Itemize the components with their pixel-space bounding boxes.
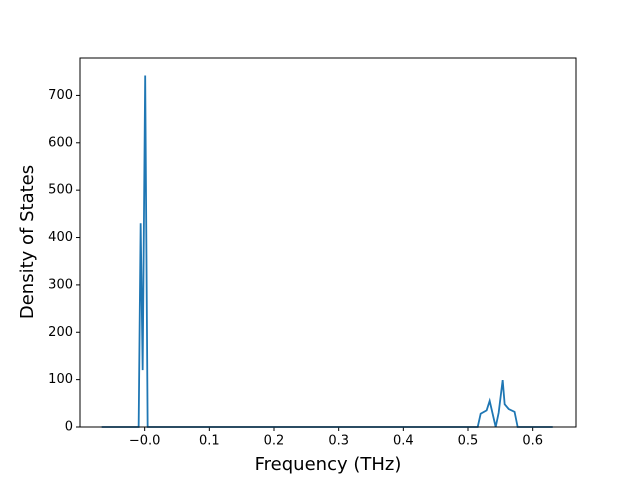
y-tick-label: 300 <box>48 277 73 292</box>
y-axis-label: Density of States <box>17 165 38 319</box>
y-tick-label: 100 <box>48 372 73 387</box>
y-tick-label: 0 <box>65 420 73 435</box>
line-series <box>101 75 553 428</box>
y-tick-label: 500 <box>48 183 73 198</box>
y-tick-label: 400 <box>48 230 73 245</box>
x-tick-label: 0.4 <box>393 434 414 449</box>
y-tick-label: 600 <box>48 135 73 150</box>
x-tick-label: 0.5 <box>458 434 479 449</box>
x-tick-label: −0.0 <box>129 434 161 449</box>
x-tick-label: 0.1 <box>199 434 220 449</box>
y-tick-label: 700 <box>48 88 73 103</box>
x-tick-label: 0.2 <box>264 434 285 449</box>
x-tick-label: 0.6 <box>522 434 543 449</box>
plot-frame <box>79 57 577 428</box>
y-tick-label: 200 <box>48 325 73 340</box>
x-tick-label: 0.3 <box>328 434 349 449</box>
x-axis-label: Frequency (THz) <box>255 454 402 475</box>
